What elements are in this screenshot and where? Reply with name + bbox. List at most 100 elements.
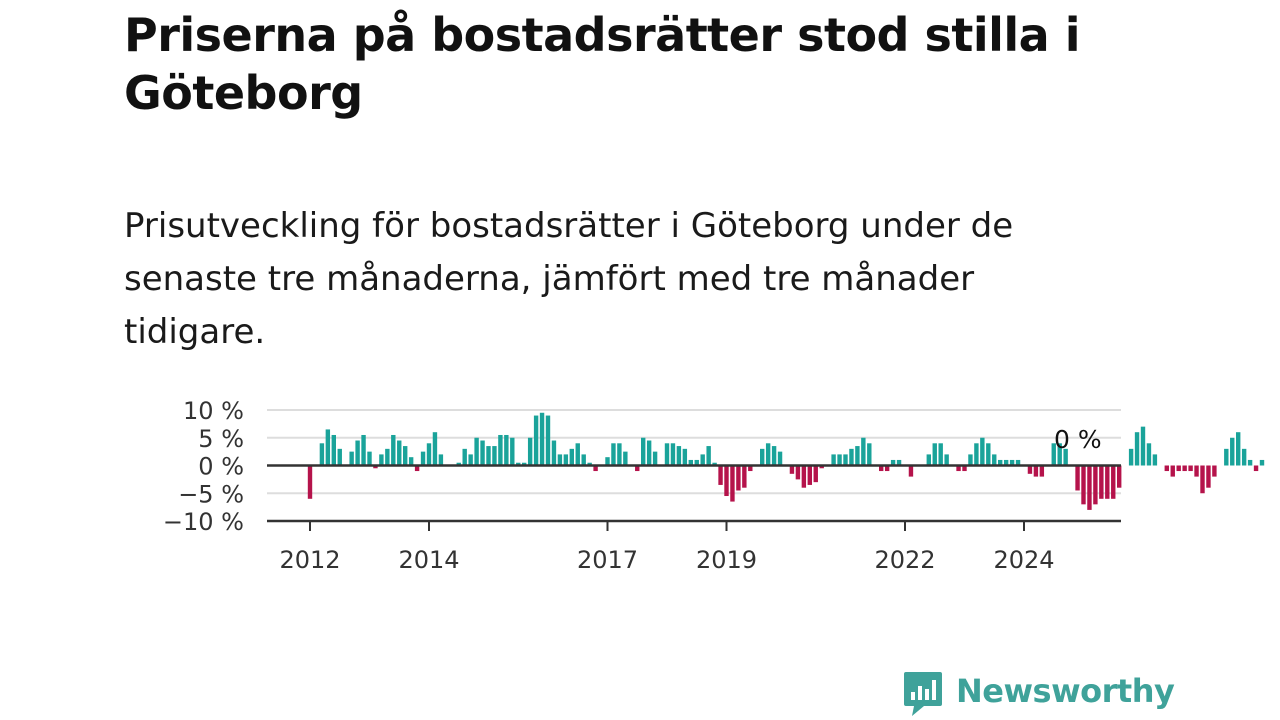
y-axis-labels: 10 %5 %0 %−5 %−10 % bbox=[163, 397, 244, 536]
bar bbox=[474, 437, 479, 466]
bar bbox=[1230, 437, 1235, 466]
bar bbox=[1188, 465, 1193, 472]
bar bbox=[1027, 465, 1033, 474]
bar bbox=[1009, 459, 1015, 466]
bar bbox=[1105, 465, 1110, 499]
grid-lines bbox=[267, 409, 1121, 495]
bar bbox=[403, 446, 408, 466]
bar bbox=[331, 434, 336, 466]
x-tick-label: 2019 bbox=[696, 546, 757, 574]
bar bbox=[730, 465, 735, 502]
bar bbox=[760, 448, 765, 466]
bar bbox=[1015, 459, 1021, 466]
bar bbox=[492, 446, 497, 466]
bar bbox=[539, 412, 545, 466]
bar bbox=[551, 440, 557, 466]
bar bbox=[861, 437, 866, 466]
bar bbox=[432, 432, 438, 466]
bar bbox=[605, 457, 610, 466]
y-tick-label: 5 % bbox=[198, 425, 244, 453]
y-tick-label: −10 % bbox=[163, 508, 244, 536]
bar bbox=[563, 454, 569, 466]
bar bbox=[361, 434, 366, 466]
bar bbox=[664, 443, 670, 466]
bar bbox=[1039, 465, 1045, 477]
bar bbox=[1152, 454, 1158, 466]
bar bbox=[712, 462, 717, 466]
bar bbox=[587, 462, 592, 466]
chart-title: Priserna på bostadsrätter stod stilla i … bbox=[124, 8, 1080, 120]
bar bbox=[777, 451, 783, 466]
bar bbox=[938, 443, 943, 466]
bar bbox=[694, 459, 699, 466]
bar bbox=[391, 434, 396, 466]
bar bbox=[498, 434, 503, 466]
x-tick-label: 2014 bbox=[398, 546, 459, 574]
newsworthy-logo-icon bbox=[904, 672, 942, 716]
bar bbox=[522, 462, 527, 466]
bar bbox=[1075, 465, 1080, 491]
bar bbox=[646, 440, 652, 466]
bar bbox=[867, 443, 872, 466]
bar bbox=[1140, 426, 1146, 466]
bar bbox=[1081, 465, 1086, 505]
bar bbox=[575, 443, 580, 466]
x-tick-label: 2024 bbox=[993, 546, 1054, 574]
bar bbox=[504, 434, 509, 466]
x-tick-label: 2022 bbox=[874, 546, 935, 574]
bar bbox=[617, 443, 622, 466]
bar bbox=[1247, 459, 1253, 466]
bar bbox=[373, 465, 378, 469]
bar bbox=[426, 443, 432, 466]
bar bbox=[795, 465, 801, 480]
bar bbox=[831, 454, 836, 466]
bar bbox=[980, 437, 985, 466]
bar bbox=[1164, 465, 1169, 472]
bar bbox=[724, 465, 729, 497]
bar bbox=[932, 443, 937, 466]
bar bbox=[1236, 432, 1241, 466]
brand-name: Newsworthy bbox=[956, 672, 1175, 710]
bar bbox=[349, 451, 354, 466]
bar bbox=[319, 443, 325, 466]
bar bbox=[1224, 448, 1229, 466]
bar bbox=[962, 465, 967, 472]
y-tick-label: 10 % bbox=[183, 397, 244, 425]
bar bbox=[480, 440, 485, 466]
bar bbox=[908, 465, 914, 477]
bar bbox=[801, 465, 807, 488]
bar bbox=[462, 448, 467, 466]
bar bbox=[1200, 465, 1205, 494]
bar bbox=[557, 454, 563, 466]
bar bbox=[670, 443, 676, 466]
bar bbox=[1146, 443, 1152, 466]
bar bbox=[1212, 465, 1217, 477]
bar bbox=[420, 451, 426, 466]
bar bbox=[456, 462, 461, 466]
bar bbox=[765, 443, 771, 466]
bar bbox=[569, 448, 574, 466]
bar bbox=[652, 451, 658, 466]
bar bbox=[527, 437, 533, 466]
bar bbox=[944, 454, 949, 466]
bar bbox=[968, 454, 973, 466]
bar bbox=[1099, 465, 1104, 499]
bar bbox=[307, 465, 313, 499]
bar bbox=[718, 465, 723, 485]
bar bbox=[641, 437, 646, 466]
bar bbox=[813, 465, 818, 483]
bar bbox=[843, 454, 848, 466]
bar bbox=[379, 454, 384, 466]
bar bbox=[974, 443, 979, 466]
bar bbox=[682, 448, 688, 466]
bar bbox=[1057, 443, 1062, 466]
bar bbox=[890, 459, 896, 466]
bar bbox=[623, 451, 628, 466]
bar bbox=[1259, 459, 1265, 466]
bar bbox=[748, 465, 753, 472]
bar bbox=[325, 429, 331, 466]
bar bbox=[855, 446, 860, 466]
bar bbox=[355, 440, 360, 466]
bar bbox=[1241, 448, 1247, 466]
